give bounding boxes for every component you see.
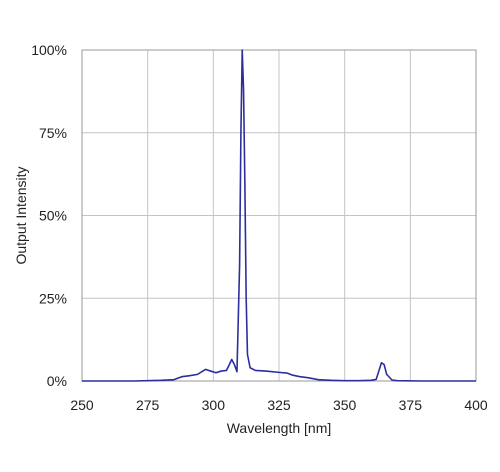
y-tick-label: 50%: [39, 208, 67, 224]
plot-area-border: [81, 49, 477, 382]
x-tick-label: 275: [136, 397, 160, 413]
y-tick-label: 75%: [39, 125, 67, 141]
x-tick-label: 250: [70, 397, 94, 413]
series-layer: [82, 49, 476, 382]
x-tick-label: 300: [202, 397, 226, 413]
x-tick-label: 325: [267, 397, 291, 413]
y-tick-label: 25%: [39, 290, 67, 306]
x-axis-title: Wavelength [nm]: [227, 420, 332, 436]
x-tick-label: 350: [333, 397, 357, 413]
grid-lines: [81, 49, 477, 382]
spectrum-series-line-0: [82, 49, 476, 382]
y-tick-label: 100%: [31, 42, 67, 58]
y-tick-label: 0%: [47, 373, 67, 389]
x-tick-label: 375: [399, 397, 423, 413]
x-tick-label: 400: [464, 397, 488, 413]
y-axis-title: Output Intensity: [13, 166, 29, 264]
x-axis-ticks: 250 275 300 325 350 375 400: [70, 397, 488, 413]
y-axis-ticks: 0% 25% 50% 75% 100%: [31, 42, 67, 389]
